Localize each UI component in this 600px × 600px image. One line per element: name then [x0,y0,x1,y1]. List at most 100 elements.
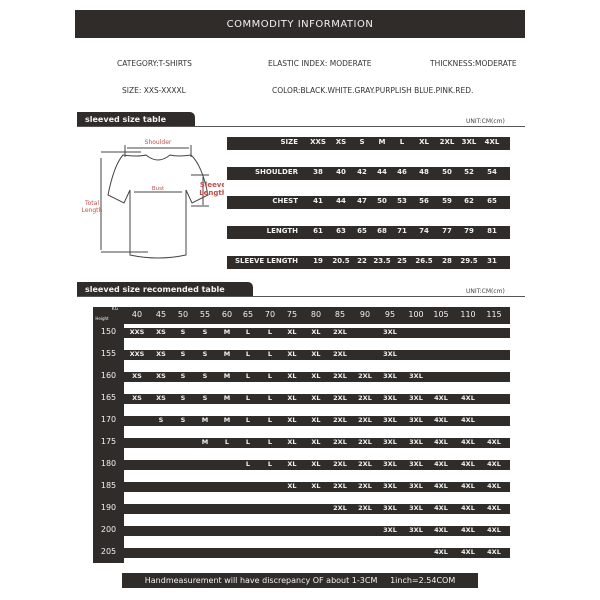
height-label: 150 [100,327,117,336]
row-label: SLEEVE LENGTH [234,256,298,265]
size-cell: XL [311,438,321,446]
size-cell: XL [311,482,321,490]
page-header: COMMODITY INFORMATION [75,10,525,38]
row-label: SHOULDER [255,167,298,176]
weight-header: 95 [384,310,396,319]
size-cell: S [158,416,164,424]
size-cell: M [223,394,231,402]
row-label: LENGTH [266,227,298,236]
size-cell: 2XL [333,438,347,446]
weight-header: 100 [408,310,424,319]
weight-header: 40 [131,310,143,319]
height-label: 165 [100,393,117,402]
size-cell: 38 [313,167,323,176]
size-cell: 26.5 [415,256,433,265]
size-cell: L [267,328,273,336]
rec-table-row: XXS XS S S M L L XL XL 2XL 3XL [124,350,510,360]
size-cell: 28 [442,256,452,265]
color-info: COLOR:BLACK.WHITE.GRAY.PURPLISH BLUE.PIN… [272,86,474,95]
header-title: COMMODITY INFORMATION [226,18,374,30]
rec-table-row: 4XL 4XL 4XL [124,548,510,558]
size-cell: 3XL [383,416,397,424]
size-cell: S [180,350,186,358]
size-cell: 4XL [487,548,501,556]
size-cell: 2XL [439,138,455,146]
size-cell: 3XL [383,394,397,402]
size-cell: 31 [487,256,497,265]
size-cell: 50 [377,197,387,206]
weight-header: 105 [433,310,449,319]
elastic-info: ELASTIC INDEX: MODERATE [268,59,372,68]
size-cell: 2XL [333,328,347,336]
size-cell: 3XL [383,328,397,336]
size-cell: 2XL [333,416,347,424]
size-cell: XL [311,460,321,468]
rec-table-row: 3XL 3XL 4XL 4XL 4XL [124,526,510,536]
size-cell: 2XL [333,460,347,468]
size-cell: 81 [487,227,497,236]
size-cell: XL [287,372,297,380]
size-cell: 4XL [487,526,501,534]
size-cell: 3XL [409,504,423,512]
rec-table-row: M L L L XL XL 2XL 2XL 3XL 3XL 4XL 4XL 4XL [124,438,510,448]
weight-header: 50 [177,310,189,319]
rec-table-row: S S M M L L XL XL 2XL 2XL 3XL 3XL 4XL 4XL [124,416,510,426]
size-cell: 3XL [383,504,397,512]
size-cell: 65 [357,227,367,236]
weight-header: 70 [264,310,276,319]
size-cell: M [223,372,231,380]
bust-label: Bust [152,186,165,192]
weight-header: 75 [286,310,298,319]
size-cell: 4XL [434,438,448,446]
weight-header: 60 [221,310,233,319]
size-cell: 2XL [333,504,347,512]
rec-table-row: L L XL XL 2XL 2XL 3XL 3XL 4XL 4XL 4XL [124,460,510,470]
height-column [93,307,124,563]
size-cell: M [223,416,231,424]
size-cell: 19 [313,256,323,265]
rec-table-row: XXS XS S S M L L XL XL 2XL 3XL [124,328,510,338]
size-cell: S [202,372,208,380]
size-cell: L [245,372,251,380]
size-cell: XS [156,328,166,336]
sleeve-label-1: Sleeve [200,181,224,189]
size-cell: 2XL [358,482,372,490]
size-section-tab: sleeved size table [77,112,195,126]
size-cell: 41 [313,197,323,206]
size-table-row: SHOULDER 38 40 42 44 46 48 50 52 54 [227,166,510,180]
size-cell: S [180,372,186,380]
size-cell: 4XL [484,138,500,146]
size-cell: M [201,416,209,424]
weight-header: 85 [334,310,346,319]
size-cell: 65 [487,197,497,206]
size-cell: 2XL [358,438,372,446]
size-cell: XL [311,372,321,380]
size-cell: M [223,350,231,358]
size-cell: XL [287,416,297,424]
size-cell: L [245,328,251,336]
size-cell: XL [287,460,297,468]
size-cell: 74 [419,227,429,236]
size-cell: 62 [464,197,474,206]
size-cell: 3XL [383,438,397,446]
size-unit: UNIT:CM(cm) [466,118,505,125]
size-cell: 3XL [383,482,397,490]
divider [77,126,525,127]
size-cell: 2XL [333,482,347,490]
height-label: 190 [100,503,117,512]
category-info: CATEGORY:T-SHIRTS [117,59,192,68]
size-cell: S [180,394,186,402]
size-cell: L [267,416,273,424]
row-label: SIZE [280,138,298,146]
size-cell: L [267,460,273,468]
size-cell: L [245,460,251,468]
size-cell: 54 [487,167,497,176]
height-label: 180 [100,459,117,468]
size-cell: 3XL [409,394,423,402]
footer-note: Handmeasurement will have discrepancy OF… [122,573,478,588]
size-cell: 59 [442,197,452,206]
size-cell: XS [156,394,166,402]
size-cell: XL [419,138,429,146]
height-label: 170 [100,415,117,424]
size-cell: XXS [129,350,145,358]
